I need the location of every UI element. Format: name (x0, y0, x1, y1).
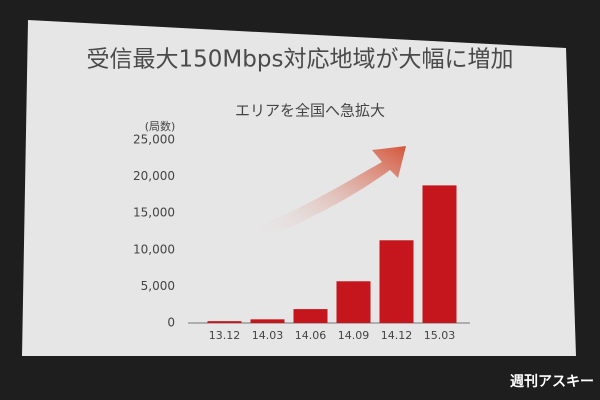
chart-subtitle: エリアを全国へ急拡大 (235, 102, 385, 120)
x-tick-label: 14.03 (252, 329, 284, 342)
x-tick-label: 14.09 (338, 329, 370, 342)
y-tick-label: 15,000 (133, 206, 175, 220)
x-tick-label: 14.06 (295, 329, 327, 342)
x-tick-label: 13.12 (209, 329, 241, 342)
bar (207, 321, 242, 323)
growth-arrow (255, 146, 406, 240)
y-tick-label: 10,000 (133, 242, 175, 256)
chart-title: 受信最大150Mbps対応地域が大幅に増加 (87, 47, 514, 73)
y-tick-label: 5,000 (141, 279, 175, 293)
bar (422, 185, 457, 323)
watermark: 週刊アスキー (510, 374, 594, 390)
y-tick-label: 20,000 (133, 169, 175, 183)
bar (336, 281, 371, 323)
bar (293, 309, 328, 323)
bar (250, 319, 285, 323)
y-tick-label: 0 (167, 316, 175, 330)
x-tick-label: 15.03 (424, 329, 456, 342)
x-tick-label: 14.12 (381, 329, 413, 342)
bar (379, 240, 414, 323)
y-axis-label: (局数) (145, 120, 176, 133)
y-tick-label: 25,000 (133, 133, 175, 147)
